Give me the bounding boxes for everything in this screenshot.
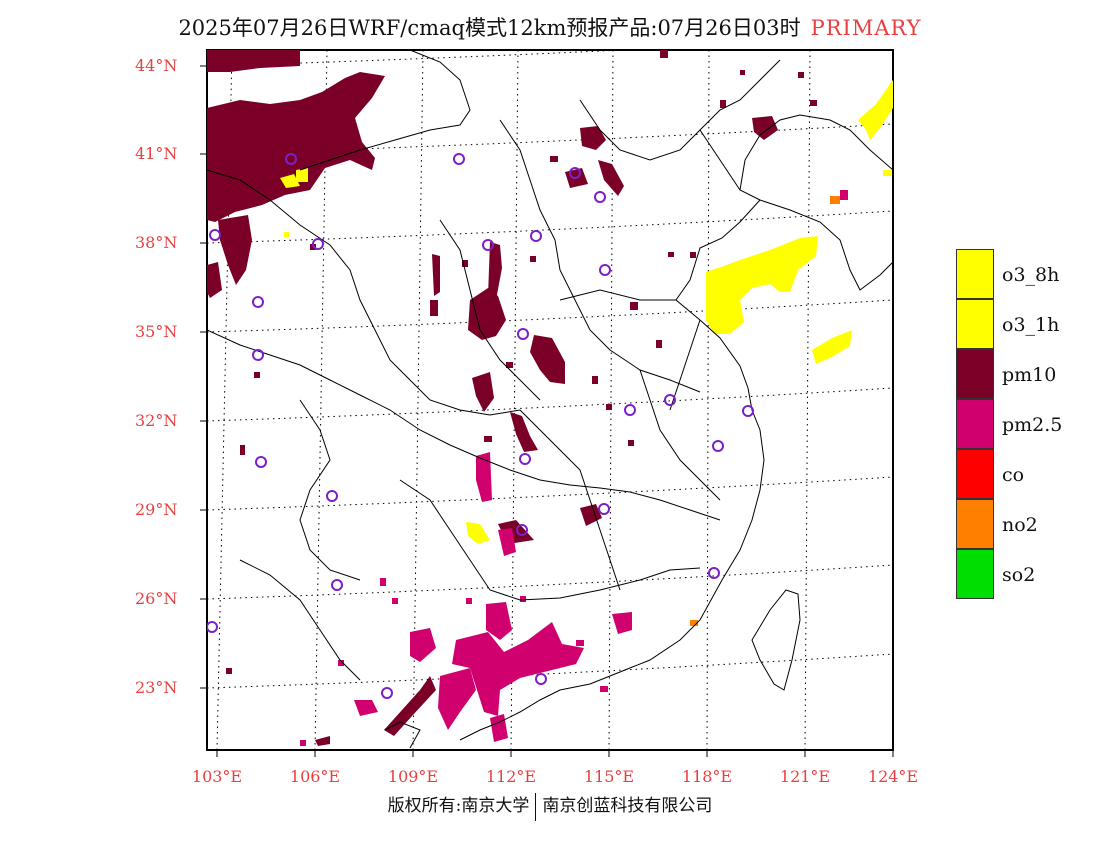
map-title: 2025年07月26日WRF/cmaq模式12km预报产品:07月26日03时 P…: [0, 12, 1100, 42]
copyright-footer: 版权所有:南京大学 南京创蓝科技有限公司: [0, 791, 1100, 821]
legend-label: o3_1h: [1002, 314, 1060, 336]
copyright-right: 南京创蓝科技有限公司: [542, 796, 713, 816]
lon-label-115: 115°E: [583, 767, 635, 786]
legend-label: so2: [1002, 564, 1036, 586]
lat-label-23: 23°N: [135, 678, 178, 697]
lat-label-35: 35°N: [135, 322, 178, 341]
lon-label-109: 109°E: [387, 767, 439, 786]
pm25-regions: [354, 452, 632, 742]
o3-regions: [280, 80, 893, 544]
legend-swatch: [956, 549, 994, 599]
legend-swatch: [956, 249, 994, 299]
lat-label-38: 38°N: [135, 233, 178, 252]
legend-label: no2: [1002, 514, 1038, 536]
lat-label-44: 44°N: [135, 56, 178, 75]
lat-label-32: 32°N: [135, 411, 178, 430]
legend-swatch: [956, 449, 994, 499]
pm10-pixels: [226, 50, 817, 674]
legend-swatch: [956, 349, 994, 399]
station-markers: [207, 153, 754, 699]
title-tag: PRIMARY: [810, 16, 922, 40]
lon-label-121: 121°E: [779, 767, 831, 786]
footer-divider: [535, 792, 537, 821]
lat-label-29: 29°N: [135, 500, 178, 519]
legend-label: co: [1002, 464, 1025, 486]
lat-label-26: 26°N: [135, 589, 178, 608]
legend-label: o3_8h: [1002, 264, 1060, 286]
legend-swatch: [956, 399, 994, 449]
copyright-left: 版权所有:南京大学: [387, 796, 530, 816]
legend-swatch: [956, 499, 994, 549]
pm25-pixels: [300, 190, 848, 746]
lon-label-112: 112°E: [485, 767, 537, 786]
legend-swatch: [956, 299, 994, 349]
lon-label-118: 118°E: [681, 767, 733, 786]
legend-label: pm2.5: [1002, 414, 1063, 436]
lon-label-124: 124°E: [867, 767, 919, 786]
lat-label-41: 41°N: [135, 144, 178, 163]
title-text: 2025年07月26日WRF/cmaq模式12km预报产品:07月26日03时: [178, 16, 801, 40]
boundary-lines: [207, 50, 893, 749]
tick-marks: [200, 65, 894, 757]
pm10-regions: [207, 50, 778, 746]
lon-label-106: 106°E: [289, 767, 341, 786]
no2-pixels: [690, 196, 840, 626]
lon-label-103: 103°E: [191, 767, 243, 786]
legend-label: pm10: [1002, 364, 1057, 386]
